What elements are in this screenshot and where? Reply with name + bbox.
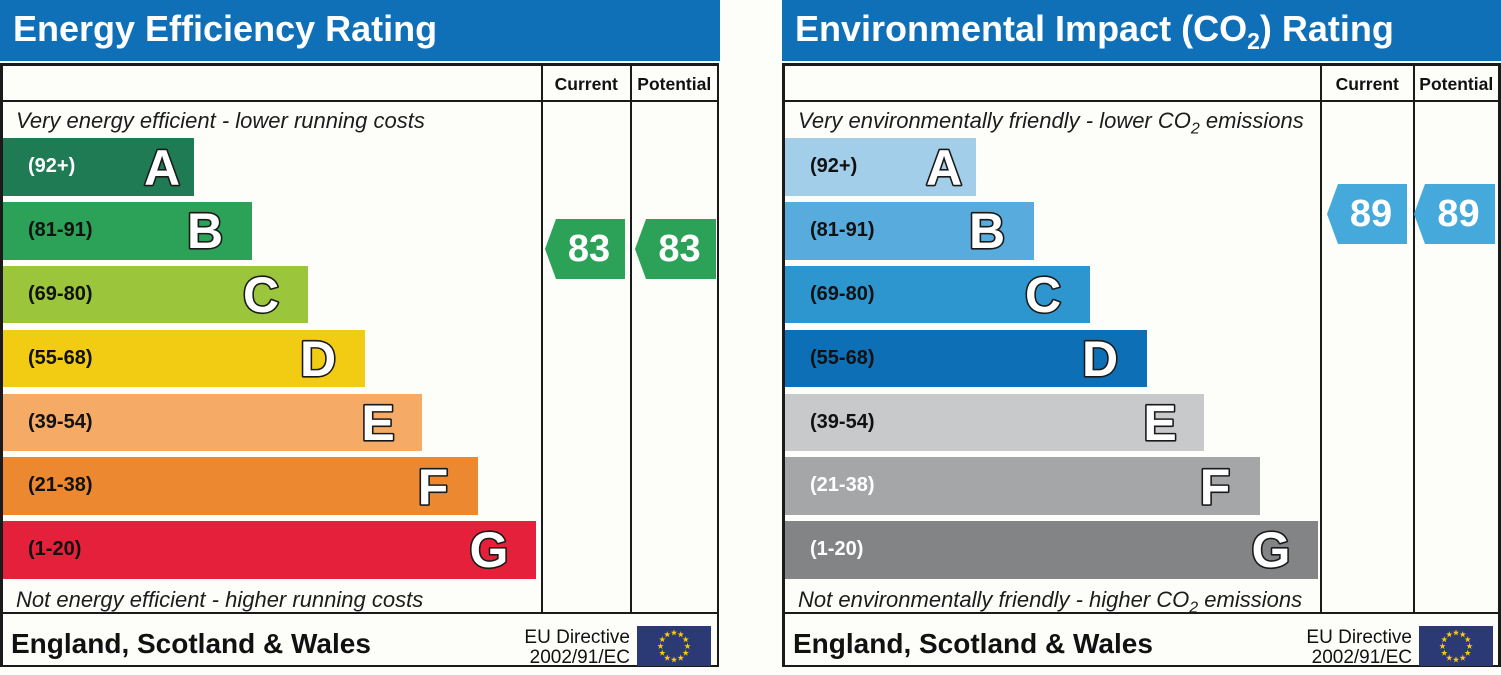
svg-text:E: E	[1143, 395, 1176, 451]
svg-text:G: G	[1252, 522, 1291, 578]
svg-text:89: 89	[1349, 193, 1391, 235]
svg-text:B: B	[187, 203, 223, 259]
svg-text:G: G	[470, 522, 509, 578]
svg-text:B: B	[969, 203, 1005, 259]
svg-text:F: F	[1200, 459, 1231, 515]
svg-text:A: A	[143, 140, 179, 196]
svg-text:D: D	[1082, 331, 1118, 387]
svg-text:89: 89	[1437, 193, 1479, 235]
svg-text:83: 83	[568, 228, 610, 270]
svg-text:C: C	[242, 267, 278, 323]
svg-text:83: 83	[658, 228, 700, 270]
svg-text:E: E	[361, 395, 394, 451]
svg-text:A: A	[925, 140, 961, 196]
svg-text:D: D	[300, 331, 336, 387]
svg-text:C: C	[1024, 267, 1060, 323]
svg-text:F: F	[418, 459, 449, 515]
